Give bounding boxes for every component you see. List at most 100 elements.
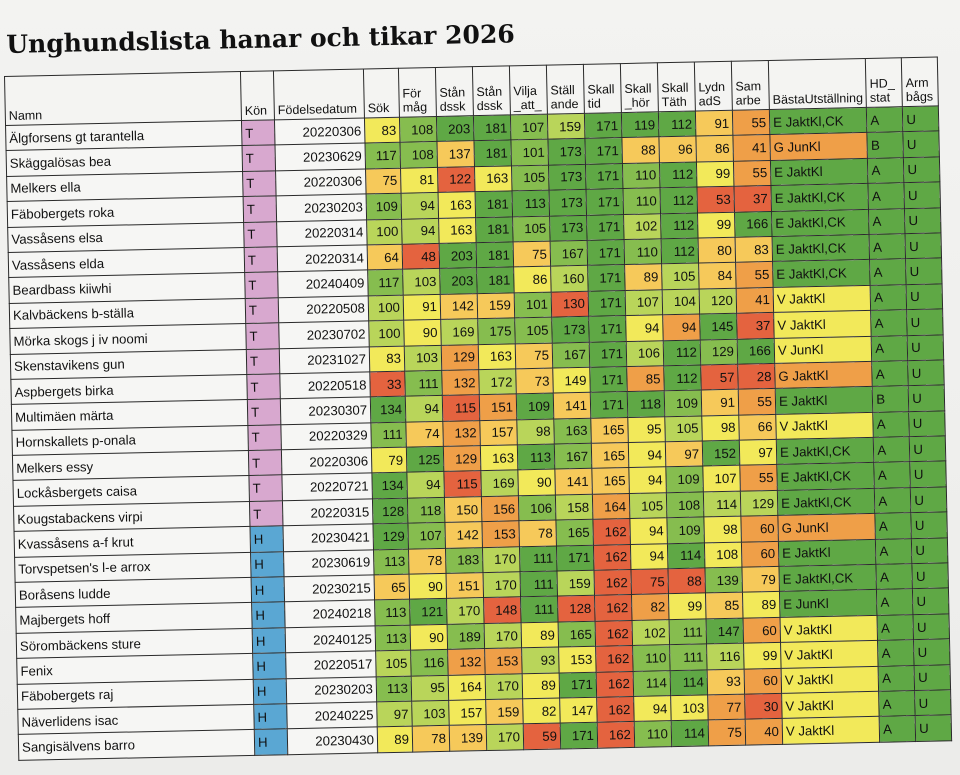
skallhor-value: 75 (630, 568, 669, 595)
stallande-value: 141 (553, 392, 591, 419)
show-result: V JaktKl (781, 665, 879, 694)
unghund-table-container: Namn Kön Födelsedatum Sök För måg Stån dssk St… (4, 56, 952, 761)
gender: T (244, 246, 278, 273)
skallhor-value: 94 (630, 543, 668, 570)
show-result: E JaktKl (775, 386, 874, 415)
hd-status: A (875, 512, 912, 539)
standssk-1-value: 163 (438, 191, 476, 218)
lydnad-value: 57 (700, 364, 739, 391)
skalltath-value: 104 (662, 288, 700, 315)
standssk-2-value: 170 (485, 673, 523, 700)
standssk-1-value: 129 (443, 445, 481, 472)
header-lydnad: Lydn adS (694, 61, 733, 112)
header-sok: Sök (363, 68, 400, 118)
skalltid-value: 162 (592, 518, 631, 545)
skallhor-value: 110 (622, 162, 660, 189)
skalltath-value: 114 (671, 720, 709, 747)
hd-status: A (867, 157, 905, 184)
standssk-2-value: 181 (476, 241, 514, 268)
standssk-2-value: 163 (480, 444, 518, 472)
show-result: E JaktKl,CK (778, 564, 877, 592)
skalltid-value: 162 (596, 696, 635, 723)
sok-value: 113 (373, 548, 410, 575)
hd-status: A (870, 309, 908, 336)
stallande-value: 165 (555, 519, 594, 546)
show-result: V JaktKl (775, 412, 874, 440)
skalltath-value: 109 (665, 466, 704, 493)
standssk-1-value: 132 (441, 369, 480, 396)
header-hd-status: HD_ stat (865, 57, 903, 108)
armbagar-status: U (909, 435, 947, 463)
lydnad-value: 85 (705, 592, 744, 619)
standssk-1-value: 132 (442, 420, 481, 447)
sok-value: 97 (376, 701, 413, 728)
samarbete-value: 60 (743, 617, 781, 644)
skalltid-value: 171 (586, 188, 624, 215)
sok-value: 64 (367, 244, 403, 271)
show-result: V JaktKl (773, 285, 871, 313)
lydnad-value: 114 (703, 491, 741, 518)
stallande-value: 173 (549, 189, 587, 216)
skallhor-value: 94 (628, 467, 667, 494)
skalltid-value: 165 (591, 442, 629, 469)
sok-value: 134 (371, 472, 408, 499)
skalltid-value: 164 (592, 493, 630, 520)
skalltath-value: 105 (661, 263, 700, 290)
hd-status: A (868, 208, 906, 235)
standssk-1-value: 150 (444, 496, 482, 523)
dog-name: Sangisälvens barro (18, 729, 255, 761)
skalltath-value: 112 (660, 212, 699, 239)
skalltid-value: 171 (589, 366, 628, 393)
stallande-value: 165 (558, 621, 596, 648)
gender: H (254, 729, 288, 756)
gender: H (249, 526, 284, 553)
standssk-2-value: 148 (483, 597, 522, 624)
birth-date: 20240125 (285, 625, 376, 653)
birth-date: 20240218 (284, 600, 376, 628)
skalltath-value: 94 (662, 314, 701, 341)
birth-date: 20220517 (285, 651, 377, 679)
skallhor-value: 94 (633, 695, 672, 722)
skallhor-value: 119 (621, 111, 659, 138)
lydnad-value: 53 (696, 186, 735, 213)
formag-value: 118 (407, 497, 445, 524)
sok-value: 113 (376, 675, 412, 702)
skalltid-value: 165 (590, 417, 629, 444)
skalltath-value: 97 (665, 441, 703, 468)
skallhor-value: 110 (634, 721, 672, 748)
hd-status: A (874, 462, 911, 489)
show-result: E JaktKl,CK (776, 437, 875, 465)
standssk-1-value: 142 (440, 293, 478, 320)
standssk-1-value: 129 (441, 344, 479, 371)
samarbete-value: 99 (743, 642, 782, 669)
formag-value: 103 (411, 700, 450, 727)
sok-value: 100 (368, 294, 404, 322)
show-result: V JaktKl (773, 310, 872, 338)
samarbete-value: 55 (738, 388, 776, 415)
formag-value: 90 (403, 319, 442, 346)
armbagar-status: U (903, 131, 940, 158)
vilja-value: 107 (510, 114, 548, 141)
hd-status: A (877, 639, 915, 666)
armbagar-status: U (906, 309, 944, 336)
show-result: V JaktKl (780, 640, 879, 668)
skalltid-value: 171 (587, 239, 625, 266)
hd-status: A (874, 487, 912, 514)
stallande-value: 173 (547, 138, 586, 165)
sok-value: 117 (364, 142, 401, 169)
skalltid-value: 171 (588, 315, 627, 342)
samarbete-value: 89 (742, 591, 781, 618)
armbagar-status: U (911, 537, 949, 564)
standssk-2-value: 156 (481, 495, 519, 522)
armbagar-status: U (908, 385, 946, 412)
standssk-2-value: 181 (475, 191, 513, 218)
samarbete-value: 60 (740, 515, 779, 542)
birth-date: 20220518 (279, 371, 371, 400)
gender: T (243, 196, 277, 223)
skallhor-value: 102 (623, 213, 662, 240)
skallhor-value: 94 (629, 517, 668, 545)
skallhor-value: 110 (632, 644, 671, 672)
show-result: E JaktKl,CK (777, 488, 876, 516)
formag-value: 94 (401, 217, 440, 245)
armbagar-status: U (913, 639, 951, 666)
